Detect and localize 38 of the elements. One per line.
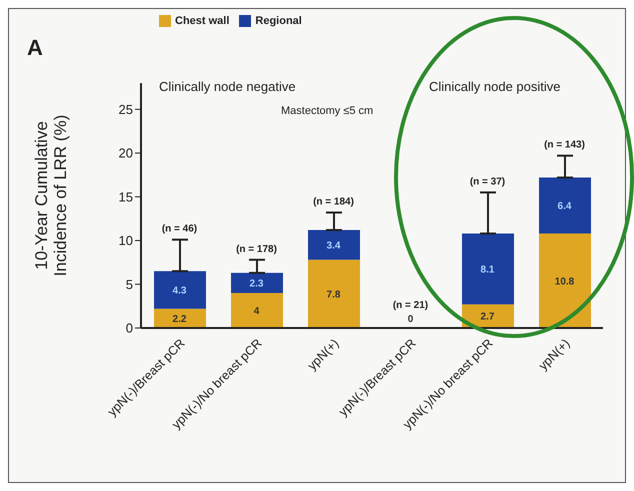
annotation: (n = 178) <box>236 244 277 255</box>
data-label: 2.2 <box>172 314 187 325</box>
annotation: (n = 184) <box>313 196 354 208</box>
bar <box>154 271 206 309</box>
annotation: (n = 21) <box>392 300 428 311</box>
data-label: 8.1 <box>480 264 495 276</box>
bar <box>539 178 591 234</box>
bar <box>231 272 283 294</box>
annotation: (n = 37) <box>470 176 506 188</box>
legend-label: Regional <box>255 15 302 27</box>
annotation: Mastectomy ≤5 cm <box>281 105 374 117</box>
legend-label: Chest wall <box>175 15 230 27</box>
data-label: 2.7 <box>480 312 495 323</box>
bar <box>462 234 514 304</box>
data-label: 4 <box>254 306 260 318</box>
y-tick-label: 0 <box>126 320 133 336</box>
data-label: 4.3 <box>172 286 187 296</box>
y-tick-label: 20 <box>118 146 133 161</box>
annotation: (n = 143) <box>544 140 585 151</box>
text: A <box>27 35 43 61</box>
y-tick-label: 5 <box>126 276 133 292</box>
bar <box>308 230 360 260</box>
y-tick-label: 25 <box>118 102 133 117</box>
data-label: 0 <box>408 314 414 325</box>
data-label: 7.8 <box>326 289 341 300</box>
data-label: 2.3 <box>250 278 264 290</box>
y-tick-label: 10 <box>118 233 133 248</box>
annotation: Clinically node negative <box>159 79 296 94</box>
data-label: 6.4 <box>558 201 572 212</box>
annotation: Clinically node positive <box>429 79 561 94</box>
bar <box>539 234 591 328</box>
y-tick-label: 15 <box>118 189 133 204</box>
y-axis-title: 10-Year Cumulative Incidence of LRR (%) <box>32 114 70 276</box>
bar <box>231 293 283 328</box>
bar <box>308 260 360 328</box>
data-label: 10.8 <box>554 276 575 288</box>
data-label: 3.4 <box>326 240 341 252</box>
annotation: (n = 46) <box>162 224 198 235</box>
